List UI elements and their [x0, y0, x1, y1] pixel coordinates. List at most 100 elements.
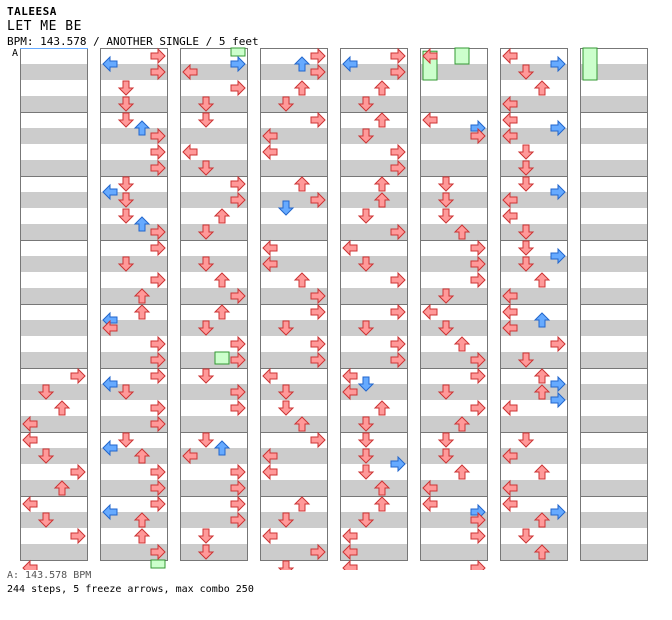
beat-band	[180, 336, 248, 352]
step-arrow-right	[310, 63, 326, 81]
step-arrow-up	[533, 544, 551, 560]
beat-band	[260, 496, 328, 512]
beat-band	[180, 368, 248, 384]
beat-band	[580, 192, 648, 208]
step-arrow-down	[437, 208, 455, 224]
step-arrow-down	[437, 432, 455, 448]
beat-band	[100, 256, 168, 272]
beat-band	[260, 192, 328, 208]
step-arrow-left	[342, 367, 358, 385]
beat-band	[100, 448, 168, 464]
beat-band	[180, 512, 248, 528]
beat-band	[260, 144, 328, 160]
beat-band	[180, 272, 248, 288]
step-arrow-down	[437, 288, 455, 304]
beat-band	[420, 368, 488, 384]
column-border	[100, 48, 168, 561]
step-arrow-down	[117, 176, 135, 192]
beat-band	[340, 416, 408, 432]
step-arrow-up	[293, 56, 311, 72]
beat-band	[260, 528, 328, 544]
step-arrow-up	[453, 336, 471, 352]
step-arrow-up	[453, 464, 471, 480]
step-arrow-right	[150, 367, 166, 385]
beat-band	[100, 352, 168, 368]
beat-band	[500, 496, 568, 512]
beat-band	[260, 208, 328, 224]
beat-band	[420, 384, 488, 400]
step-arrow-left	[102, 55, 118, 73]
beat-band	[340, 544, 408, 560]
beat-band	[100, 544, 168, 560]
beat-band	[20, 480, 88, 496]
beat-band	[20, 240, 88, 256]
beat-band	[500, 416, 568, 432]
beat-band	[340, 496, 408, 512]
step-arrow-down	[117, 96, 135, 112]
step-arrow-down	[277, 512, 295, 528]
bpm-footer: A: 143.578 BPM	[7, 570, 92, 581]
beat-band	[420, 336, 488, 352]
step-arrow-left	[22, 431, 38, 449]
beat-band	[260, 416, 328, 432]
beat-band	[260, 400, 328, 416]
step-arrow-left	[422, 495, 438, 513]
step-arrow-left	[262, 447, 278, 465]
beat-band	[100, 384, 168, 400]
beat-band	[580, 544, 648, 560]
step-arrow-down	[117, 112, 135, 128]
beat-band	[500, 256, 568, 272]
step-arrow-right	[310, 111, 326, 129]
step-arrow-up	[53, 400, 71, 416]
beat-band	[340, 288, 408, 304]
step-arrow-right	[230, 287, 246, 305]
step-arrow-down	[277, 200, 295, 216]
beat-band	[340, 528, 408, 544]
step-arrow-left	[262, 463, 278, 481]
beat-band	[180, 192, 248, 208]
freeze-arrow-up	[454, 47, 470, 65]
step-arrow-down	[197, 96, 215, 112]
beat-band	[420, 224, 488, 240]
beat-band	[20, 96, 88, 112]
step-arrow-up	[213, 272, 231, 288]
step-arrow-down	[357, 96, 375, 112]
step-arrow-right	[150, 223, 166, 241]
step-arrow-up	[373, 192, 391, 208]
beat-band	[580, 432, 648, 448]
step-arrow-up	[373, 496, 391, 512]
step-arrow-right	[550, 183, 566, 201]
beat-band	[260, 96, 328, 112]
chart-column-6	[420, 47, 488, 570]
step-arrow-right	[470, 351, 486, 369]
beat-band	[500, 352, 568, 368]
step-arrow-up	[213, 440, 231, 456]
beat-band	[260, 80, 328, 96]
beat-band	[500, 320, 568, 336]
step-arrow-down	[197, 112, 215, 128]
column-border	[580, 48, 648, 561]
beat-band	[180, 304, 248, 320]
beat-band	[180, 288, 248, 304]
step-arrow-right	[230, 191, 246, 209]
beat-band	[340, 320, 408, 336]
step-arrow-up	[533, 464, 551, 480]
beat-band	[100, 480, 168, 496]
chart-column-5	[340, 47, 408, 570]
step-arrow-down	[117, 208, 135, 224]
beat-band	[180, 128, 248, 144]
beat-band	[500, 480, 568, 496]
step-arrow-right	[310, 191, 326, 209]
beat-band	[420, 400, 488, 416]
step-arrow-left	[102, 183, 118, 201]
step-arrow-left	[422, 111, 438, 129]
step-arrow-left	[262, 143, 278, 161]
beat-band	[420, 528, 488, 544]
step-arrow-down	[357, 128, 375, 144]
step-arrow-left	[22, 559, 38, 570]
beat-band	[580, 400, 648, 416]
step-arrow-left	[182, 63, 198, 81]
beat-band	[260, 256, 328, 272]
beat-band	[100, 288, 168, 304]
beat-band	[20, 384, 88, 400]
